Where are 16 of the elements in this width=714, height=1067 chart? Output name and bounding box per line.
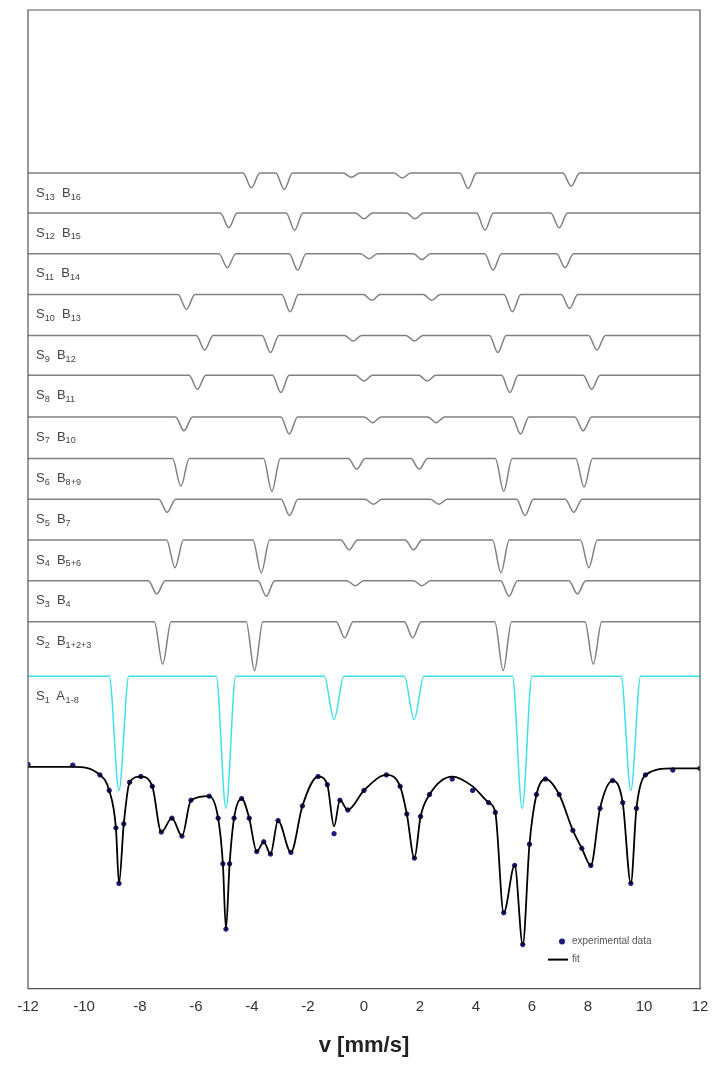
- x-tick-label: 12: [691, 996, 709, 1014]
- x-tick-label: 10: [635, 996, 653, 1014]
- x-tick-label: -4: [245, 996, 259, 1014]
- x-tick-label: 4: [471, 996, 481, 1014]
- x-axis-title: v [mm/s]: [318, 1031, 410, 1057]
- x-tick-label: 8: [583, 996, 593, 1014]
- legend-label: experimental data: [572, 935, 652, 947]
- x-tick-label: 0: [359, 996, 369, 1014]
- x-tick-label: -2: [301, 996, 315, 1014]
- x-tick-label: -10: [73, 996, 95, 1014]
- x-tick-label: -12: [17, 996, 39, 1014]
- x-tick-label: -6: [189, 996, 203, 1014]
- x-tick-label: 6: [527, 996, 537, 1014]
- x-tick-label: -8: [133, 996, 147, 1014]
- legend-label: fit: [572, 953, 580, 965]
- x-tick-label: 2: [415, 996, 425, 1014]
